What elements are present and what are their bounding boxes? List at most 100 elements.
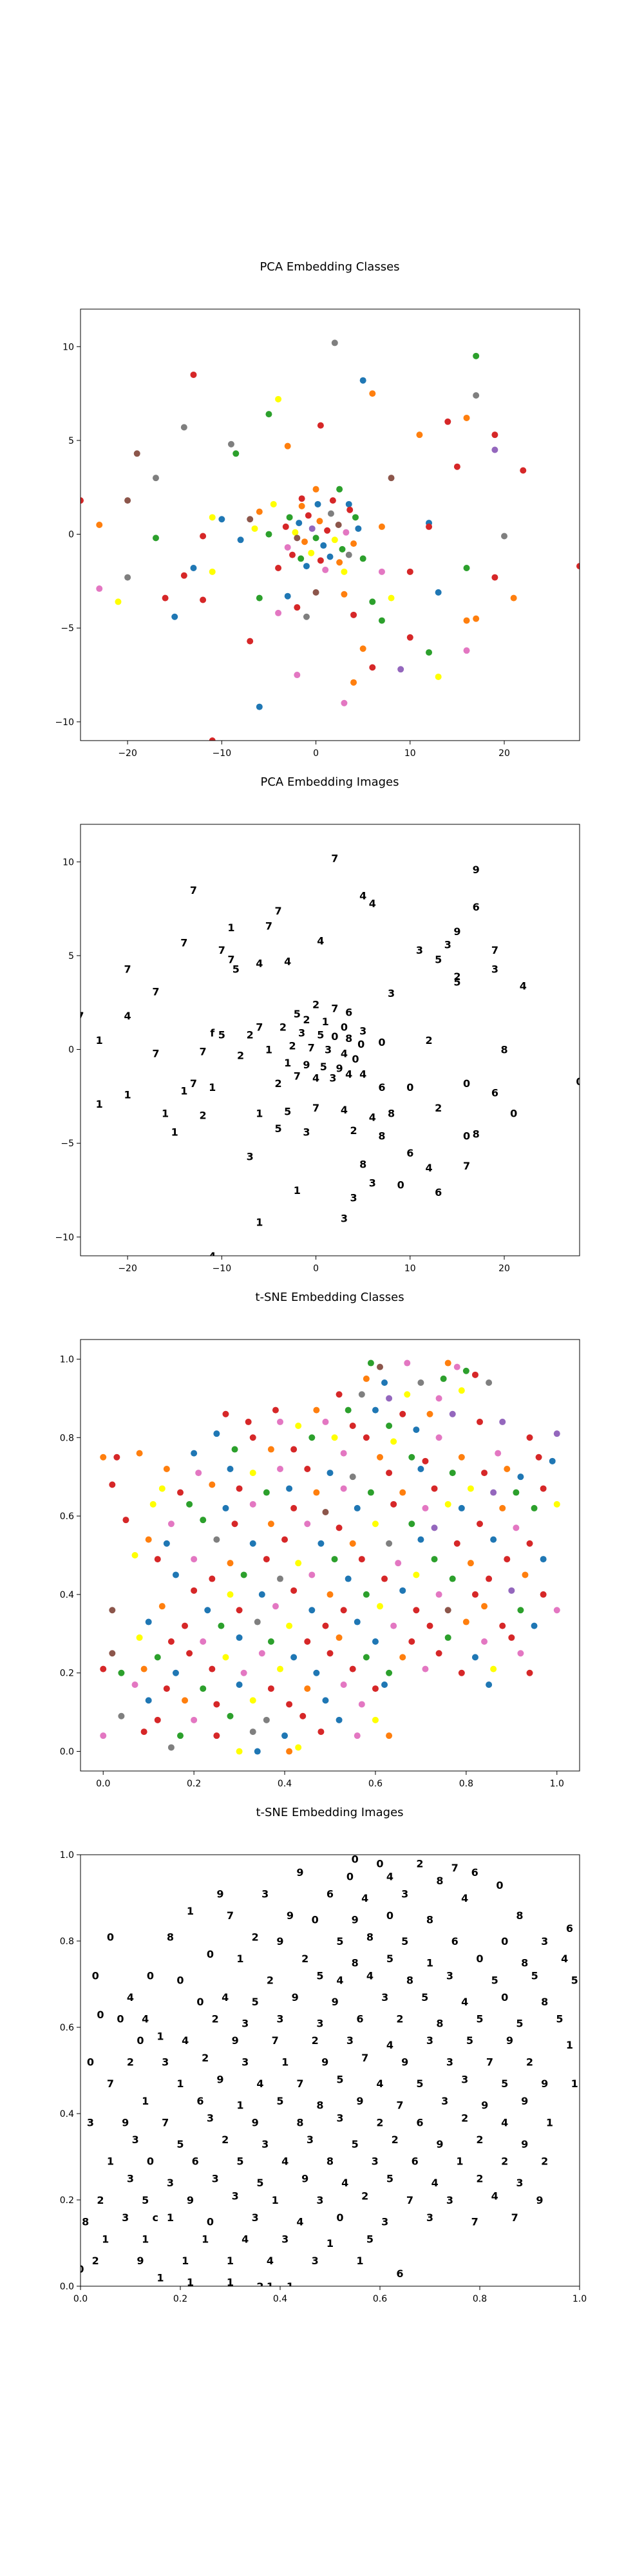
digit-glyph: 3 [167, 2177, 174, 2189]
data-point [473, 392, 480, 399]
digit-glyph: 9 [137, 2255, 144, 2267]
data-point [256, 508, 263, 515]
digit-glyph: 3 [242, 2017, 249, 2029]
data-point [154, 1556, 161, 1563]
data-point [471, 1654, 478, 1661]
data-point [301, 538, 308, 545]
y-tick-label: −10 [55, 1233, 74, 1243]
data-point [431, 1485, 438, 1492]
data-point [256, 703, 263, 710]
data-point [490, 1665, 497, 1672]
data-point [172, 1571, 179, 1578]
x-tick-label: −20 [118, 1264, 137, 1274]
digit-glyph: 8 [352, 1957, 359, 1969]
data-point [458, 1454, 465, 1461]
x-tick-label: 1.0 [550, 1779, 564, 1789]
data-point [109, 1607, 116, 1614]
digit-glyph: 8 [500, 1044, 507, 1056]
subplot-tsne-classes: t-SNE Embedding Classes 0.0 0.2 0.4 0.6 0.8 1… [0, 1288, 644, 1803]
digit-glyph: 2 [350, 1124, 357, 1137]
data-point [227, 1591, 234, 1598]
data-point [140, 1665, 147, 1672]
digit-glyph: 9 [356, 2095, 363, 2107]
digit-glyph: 1 [456, 2155, 463, 2168]
digit-glyph: 2 [301, 1953, 308, 1965]
data-point [329, 497, 336, 504]
digit-glyph: 1 [322, 1016, 329, 1028]
data-point [540, 1556, 547, 1563]
data-point [462, 1367, 469, 1374]
data-point [367, 1359, 374, 1367]
digit-glyph: 4 [341, 2177, 348, 2189]
digit-glyph: 3 [461, 2073, 468, 2085]
digit-glyph: 7 [312, 1102, 319, 1114]
data-point [140, 1728, 147, 1736]
digit-glyph: 3 [369, 1177, 376, 1189]
digit-glyph: 2 [212, 2013, 219, 2025]
digit-glyph: 1 [327, 2237, 334, 2249]
digit-glyph: 0 [476, 1953, 483, 1965]
digit-glyph: 1 [102, 2233, 109, 2245]
data-point [354, 1504, 361, 1511]
data-point [249, 1540, 256, 1547]
data-point [182, 1697, 189, 1704]
data-point [363, 1591, 370, 1598]
digit-glyph: 9 [332, 1996, 339, 2008]
data-point [231, 1446, 238, 1453]
data-point [336, 1634, 343, 1641]
digit-glyph: 1 [156, 2272, 164, 2284]
data-point [331, 1556, 338, 1563]
data-point [304, 1638, 311, 1645]
data-point [136, 1634, 143, 1641]
digit-glyph: 0 [336, 2211, 343, 2224]
digit-glyph: 0 [312, 1914, 319, 1926]
digit-glyph: 0 [92, 1970, 99, 1982]
digit-glyph: 0 [137, 2034, 144, 2047]
data-point [340, 1450, 347, 1457]
digit-glyph: 3 [127, 2173, 134, 2185]
data-point [236, 1485, 243, 1492]
digit-glyph: 4 [369, 1111, 376, 1123]
digit-glyph: 4 [461, 1892, 468, 1904]
data-point [463, 647, 470, 654]
digit-glyph: 6 [345, 1006, 352, 1018]
digit-glyph: 4 [127, 1991, 134, 2003]
data-point [462, 1618, 469, 1625]
digit-glyph: 3 [444, 938, 451, 951]
digit-glyph: 3 [261, 2138, 269, 2150]
data-point [399, 1654, 406, 1661]
digit-glyph: 1 [284, 1057, 291, 1069]
data-point [341, 699, 348, 706]
data-point [277, 1418, 283, 1425]
data-point [477, 1418, 483, 1425]
data-point [340, 1485, 347, 1492]
digit-glyph: 1 [256, 1217, 263, 1229]
digit-glyph: 3 [359, 1025, 366, 1037]
digit-glyph: 3 [350, 1192, 357, 1204]
digit-glyph: 2 [416, 1857, 423, 1870]
data-point [449, 1410, 456, 1417]
digit-glyph: 4 [366, 1970, 374, 1982]
digit-glyph: 3 [426, 2034, 433, 2047]
data-point [200, 533, 207, 540]
data-point [535, 1454, 542, 1461]
data-point [490, 1536, 497, 1543]
data-point [388, 475, 395, 482]
data-point [100, 1732, 107, 1739]
data-point [163, 1466, 170, 1472]
data-point [335, 522, 342, 528]
digit-glyph: 3 [441, 2095, 448, 2107]
data-point [491, 574, 498, 581]
data-point [363, 1434, 370, 1441]
digit-glyph: 3 [312, 2255, 319, 2267]
digit-glyph: 2 [275, 1077, 282, 1090]
data-point [355, 525, 362, 532]
data-point [295, 1423, 302, 1429]
data-point [191, 1450, 198, 1457]
data-point [339, 545, 346, 553]
data-point [200, 1685, 207, 1692]
digit-glyph: 1 [272, 2194, 279, 2206]
digit-glyph: 9 [187, 2194, 194, 2206]
data-point [245, 1418, 252, 1425]
data-point [358, 1701, 365, 1708]
